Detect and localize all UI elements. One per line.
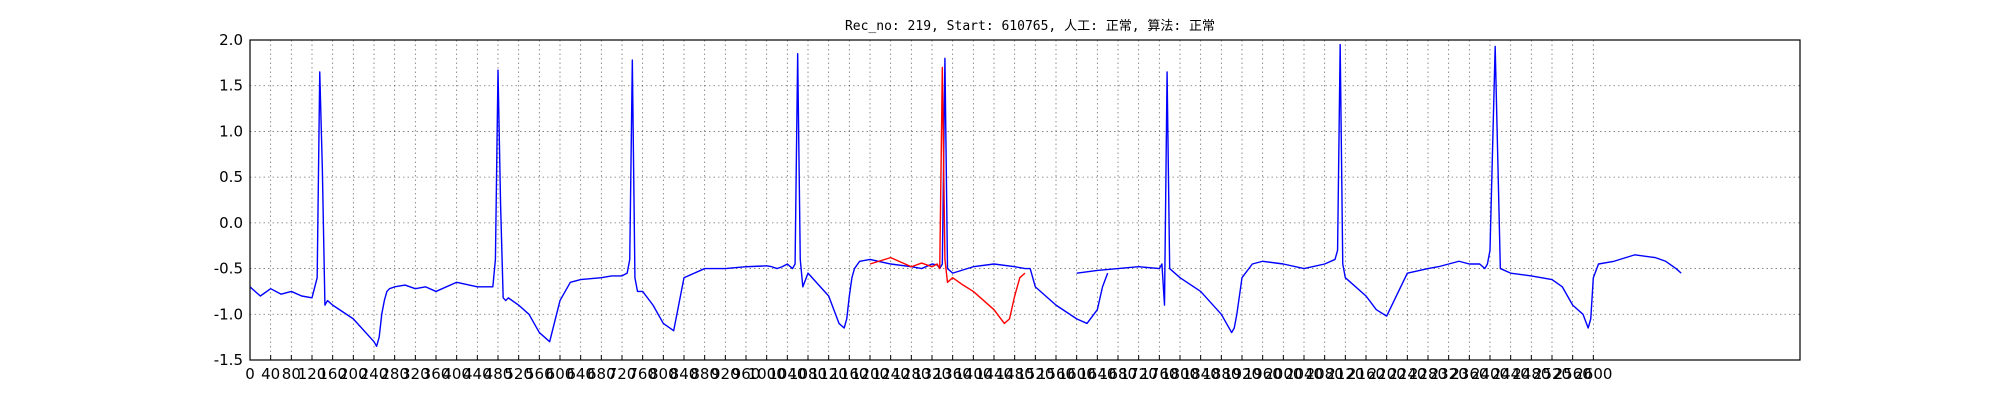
x-tick-label: 720 — [608, 365, 637, 383]
x-tick-label: 880 — [690, 365, 719, 383]
y-tick-label: -1.0 — [214, 305, 243, 323]
x-tick-label: 1240 — [872, 365, 910, 383]
x-tick-label: 800 — [649, 365, 678, 383]
x-tick-label: 1920 — [1223, 365, 1261, 383]
x-tick-label: 400 — [442, 365, 471, 383]
x-tick-label: 760 — [628, 365, 657, 383]
x-tick-label: 600 — [546, 365, 575, 383]
x-tick-label: 1960 — [1244, 365, 1282, 383]
x-tick-label: 1120 — [810, 365, 848, 383]
x-tick-label: 2120 — [1326, 365, 1364, 383]
x-tick-label: 120 — [298, 365, 327, 383]
x-tick-label: 2200 — [1368, 365, 1406, 383]
x-tick-label: 2520 — [1533, 365, 1571, 383]
x-tick-label: 1000 — [748, 365, 786, 383]
x-tick-label: 1280 — [892, 365, 930, 383]
axis-layer: 2.01.51.00.50.0-0.5-1.0-1.50 40 8012016020… — [214, 31, 1613, 383]
x-tick-label: 2440 — [1492, 365, 1530, 383]
series-layer — [249, 43, 1682, 347]
x-tick-label: 480 — [484, 365, 513, 383]
x-tick-label: 2400 — [1471, 365, 1509, 383]
x-tick-label: 520 — [504, 365, 533, 383]
x-tick-label: 40 — [261, 365, 280, 383]
x-tick-label: 1040 — [768, 365, 806, 383]
x-tick-label: 1720 — [1120, 365, 1158, 383]
chart-title: Rec_no: 219, Start: 610765, 人工: 正常, 算法: … — [845, 19, 1215, 34]
y-tick-label: 0.5 — [219, 168, 243, 186]
x-tick-label: 1560 — [1037, 365, 1075, 383]
x-tick-label: 1440 — [975, 365, 1013, 383]
x-tick-label: 1840 — [1182, 365, 1220, 383]
x-tick-label: 1680 — [1099, 365, 1137, 383]
x-tick-label: 920 — [711, 365, 740, 383]
x-tick-label: 200 — [339, 365, 368, 383]
x-tick-label: 2080 — [1306, 365, 1344, 383]
ecg-series-line-3 — [869, 66, 1026, 325]
x-tick-label: 1320 — [913, 365, 951, 383]
x-tick-label: 1640 — [1078, 365, 1116, 383]
plot-frame — [249, 39, 1801, 361]
y-tick-label: 1.5 — [219, 77, 243, 95]
x-tick-label: 2560 — [1554, 365, 1592, 383]
y-tick-label: -1.5 — [214, 351, 243, 369]
x-tick-label: 2360 — [1450, 365, 1488, 383]
grid-layer — [249, 39, 1800, 361]
x-tick-label: 1600 — [1058, 365, 1096, 383]
x-tick-label: 1080 — [789, 365, 827, 383]
y-tick-label: -0.5 — [214, 260, 243, 278]
x-tick-label: 0 — [245, 365, 255, 383]
x-tick-label: 1200 — [851, 365, 889, 383]
x-tick-label: 2040 — [1285, 365, 1323, 383]
ecg-series-line-1 — [249, 53, 1109, 347]
x-tick-label: 2000 — [1264, 365, 1302, 383]
x-tick-label: 1360 — [934, 365, 972, 383]
x-tick-label: 2240 — [1388, 365, 1426, 383]
x-tick-label: 2160 — [1347, 365, 1385, 383]
x-tick-label: 840 — [670, 365, 699, 383]
x-tick-label: 1800 — [1161, 365, 1199, 383]
x-tick-label: 1760 — [1140, 365, 1178, 383]
ecg-series-line-2 — [1076, 43, 1682, 334]
x-tick-label: 320 — [401, 365, 430, 383]
x-tick-label: 80 — [282, 365, 301, 383]
x-tick-label: 1520 — [1016, 365, 1054, 383]
x-tick-label: 640 — [566, 365, 595, 383]
x-tick-label: 1160 — [830, 365, 868, 383]
y-tick-label: 1.0 — [219, 122, 243, 140]
x-tick-label: 160 — [318, 365, 347, 383]
x-tick-label: 240 — [360, 365, 389, 383]
x-tick-label: 2320 — [1430, 365, 1468, 383]
x-tick-label: 1400 — [954, 365, 992, 383]
y-tick-label: 2.0 — [219, 31, 243, 49]
x-tick-label: 1880 — [1202, 365, 1240, 383]
x-tick-label: 960 — [732, 365, 761, 383]
y-tick-label: 0.0 — [219, 214, 243, 232]
x-tick-label: 2280 — [1409, 365, 1447, 383]
x-tick-label: 360 — [422, 365, 451, 383]
x-tick-label: 1480 — [996, 365, 1034, 383]
x-tick-label: 2480 — [1512, 365, 1550, 383]
x-tick-label: 680 — [587, 365, 616, 383]
x-tick-label: 560 — [525, 365, 554, 383]
x-tick-label: 440 — [463, 365, 492, 383]
x-tick-label: 280 — [380, 365, 409, 383]
x-tick-label: 2600 — [1574, 365, 1612, 383]
